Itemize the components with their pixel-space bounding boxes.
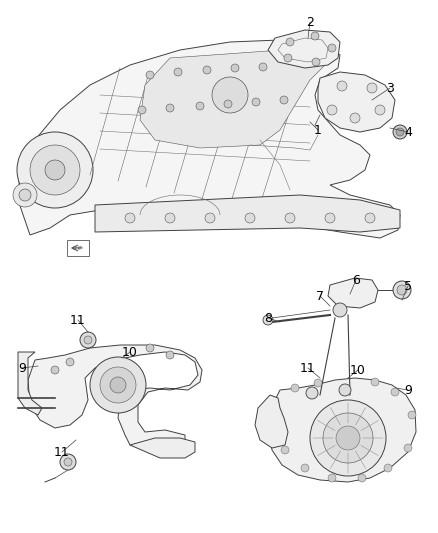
Circle shape [196,102,204,110]
Circle shape [110,377,126,393]
Circle shape [245,213,255,223]
Text: LHF: LHF [73,246,83,252]
Circle shape [66,358,74,366]
Circle shape [19,189,31,201]
Circle shape [17,132,93,208]
Polygon shape [268,378,416,482]
Circle shape [365,213,375,223]
Circle shape [314,379,322,387]
Text: 11: 11 [70,313,86,327]
Circle shape [281,446,289,454]
Polygon shape [18,40,400,238]
Circle shape [166,351,174,359]
Circle shape [30,145,80,195]
Circle shape [51,366,59,374]
Circle shape [165,213,175,223]
Polygon shape [95,195,400,232]
Circle shape [203,66,211,74]
Text: 8: 8 [264,311,272,325]
Polygon shape [318,72,395,132]
Circle shape [371,378,379,386]
Circle shape [286,38,294,46]
Text: 6: 6 [352,273,360,287]
Circle shape [367,83,377,93]
Circle shape [146,344,154,352]
Circle shape [358,474,366,482]
Text: 4: 4 [404,125,412,139]
Polygon shape [328,278,378,308]
Circle shape [393,125,407,139]
Circle shape [396,128,404,136]
Circle shape [259,63,267,71]
Circle shape [391,388,399,396]
Circle shape [336,426,360,450]
Text: 10: 10 [122,345,138,359]
Circle shape [45,160,65,180]
Circle shape [310,400,386,476]
Circle shape [408,411,416,419]
Circle shape [60,454,76,470]
Circle shape [263,315,273,325]
Circle shape [100,367,136,403]
Circle shape [146,71,154,79]
Circle shape [333,303,347,317]
Circle shape [205,213,215,223]
Text: 5: 5 [404,279,412,293]
Circle shape [404,444,412,452]
Text: 3: 3 [386,82,394,94]
Polygon shape [255,395,288,448]
Text: 11: 11 [300,361,316,375]
Circle shape [285,213,295,223]
Circle shape [84,336,92,344]
Circle shape [306,387,318,399]
Circle shape [337,81,347,91]
Circle shape [13,183,37,207]
Circle shape [80,332,96,348]
Circle shape [224,100,232,108]
Circle shape [166,104,174,112]
Polygon shape [130,438,195,458]
Polygon shape [140,48,325,148]
Circle shape [350,113,360,123]
Circle shape [212,77,248,113]
Circle shape [174,68,182,76]
Text: 2: 2 [306,15,314,28]
Circle shape [284,54,292,62]
Circle shape [231,64,239,72]
Text: 1: 1 [314,124,322,136]
Text: 9: 9 [18,361,26,375]
Polygon shape [28,345,202,455]
Circle shape [328,474,336,482]
Circle shape [328,44,336,52]
Text: 11: 11 [54,446,70,458]
Circle shape [280,96,288,104]
Circle shape [311,32,319,40]
Circle shape [301,464,309,472]
Circle shape [90,357,146,413]
Circle shape [125,213,135,223]
Circle shape [64,458,72,466]
Circle shape [384,464,392,472]
Polygon shape [268,30,340,68]
Circle shape [325,213,335,223]
Circle shape [397,285,407,295]
Circle shape [323,413,373,463]
Circle shape [339,384,351,396]
Circle shape [375,105,385,115]
Text: 10: 10 [350,364,366,376]
Circle shape [327,105,337,115]
Circle shape [291,384,299,392]
Circle shape [138,106,146,114]
Text: 7: 7 [316,289,324,303]
Polygon shape [18,352,42,415]
Circle shape [312,58,320,66]
Text: 9: 9 [404,384,412,397]
Circle shape [252,98,260,106]
Circle shape [393,281,411,299]
